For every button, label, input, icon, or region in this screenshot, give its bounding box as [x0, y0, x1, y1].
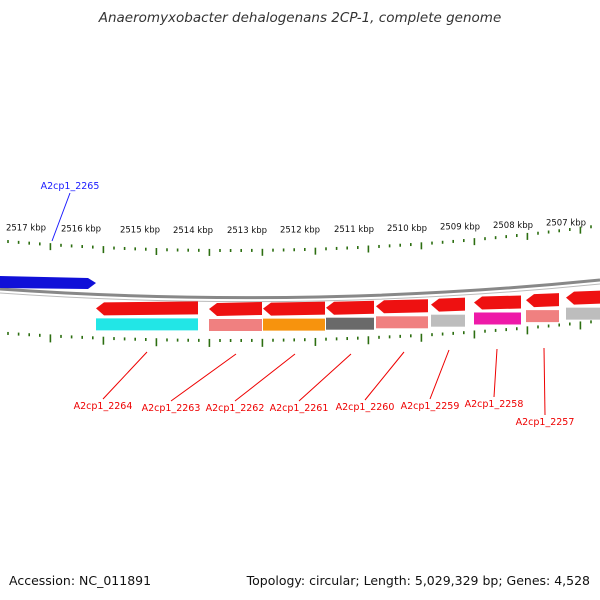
label-leader-line [170, 353, 237, 402]
scale-label: 2514 kbp [173, 226, 213, 236]
gene-label: A2cp1_2259 [401, 401, 460, 412]
cog-color-box [376, 316, 428, 329]
reverse-gene-arrow [263, 301, 325, 316]
scale-label: 2508 kbp [493, 221, 533, 231]
gene-label: A2cp1_2263 [142, 403, 201, 414]
label-leader-line [429, 349, 450, 400]
cog-color-box [431, 314, 465, 327]
reverse-gene-arrow [96, 301, 198, 316]
reverse-gene-arrow [209, 301, 262, 316]
gene-features [0, 276, 600, 331]
cog-color-box [209, 318, 262, 331]
label-leader-line [51, 192, 71, 242]
label-leader-line [234, 353, 296, 402]
label-leader-line [364, 351, 405, 401]
scale-labels: 2517 kbp 2516 kbp 2515 kbp 2514 kbp 2513 kbp… [6, 219, 586, 236]
label-leader-line [102, 351, 148, 400]
scale-label: 2511 kbp [334, 225, 374, 235]
reverse-gene-arrow [474, 295, 521, 310]
scale-label: 2517 kbp [6, 223, 46, 233]
map-title: Anaeromyxobacter dehalogenans 2CP-1, com… [98, 10, 502, 26]
accession-text: Accession: NC_011891 [9, 573, 152, 588]
label-leader-line [493, 348, 498, 398]
scale-label: 2512 kbp [280, 226, 320, 236]
scale-ticks [7, 225, 592, 347]
gene-label: A2cp1_2265 [41, 181, 100, 192]
genome-summary-text: Topology: circular; Length: 5,029,329 bp… [246, 573, 590, 588]
cog-color-box [263, 318, 325, 331]
gene-label: A2cp1_2260 [336, 402, 395, 413]
gene-label: A2cp1_2261 [270, 403, 329, 414]
cog-color-box [474, 312, 521, 325]
cog-color-box [96, 318, 198, 331]
gene-labels: A2cp1_2265 A2cp1_2264 A2cp1_2263 A2cp1_2262… [41, 181, 575, 428]
label-leader-line [298, 353, 352, 402]
scale-label: 2516 kbp [61, 225, 101, 235]
gene-label: A2cp1_2262 [206, 403, 265, 414]
forward-gene-arrow [0, 276, 96, 289]
reverse-gene-arrow [566, 290, 600, 305]
cog-color-box [566, 307, 600, 320]
reverse-gene-arrow [326, 300, 374, 315]
gene-label: A2cp1_2258 [465, 399, 524, 410]
scale-label: 2509 kbp [440, 223, 480, 233]
backbone-shadow [0, 283, 600, 303]
scale-label: 2510 kbp [387, 224, 427, 234]
genome-backbone [0, 278, 600, 303]
cog-color-box [526, 310, 559, 323]
scale-label: 2515 kbp [120, 225, 160, 235]
reverse-gene-arrow [431, 297, 465, 312]
backbone-line [0, 278, 600, 300]
scale-label: 2507 kbp [546, 219, 586, 229]
cog-color-box [326, 317, 374, 330]
scale-label: 2513 kbp [227, 226, 267, 236]
reverse-gene-arrow [526, 293, 559, 308]
reverse-gene-arrow [376, 299, 428, 314]
label-leader-line [543, 347, 546, 416]
gene-label: A2cp1_2257 [516, 417, 575, 428]
gene-label: A2cp1_2264 [74, 401, 133, 412]
